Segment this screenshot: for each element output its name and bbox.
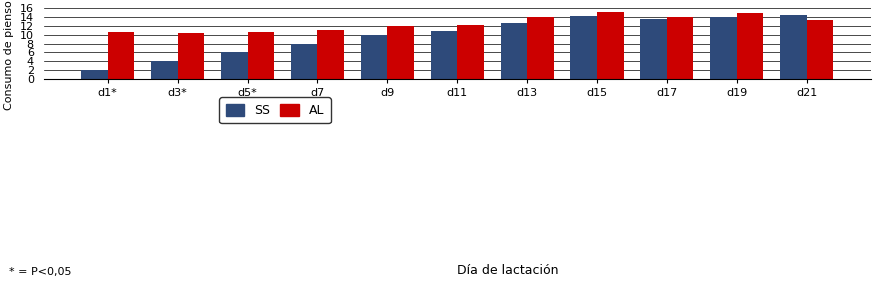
Bar — [178, 33, 204, 79]
Bar — [388, 26, 414, 79]
Bar — [290, 44, 318, 79]
Bar — [710, 17, 737, 79]
Bar — [151, 61, 178, 79]
Bar — [737, 13, 763, 79]
Bar — [221, 52, 248, 79]
Bar — [807, 20, 833, 79]
Bar — [640, 19, 667, 79]
Text: * = P<0,05: * = P<0,05 — [9, 267, 71, 277]
Text: Día de lactación: Día de lactación — [457, 264, 558, 277]
Bar — [780, 15, 807, 79]
Bar — [360, 35, 388, 79]
Bar — [81, 70, 108, 79]
Bar — [248, 32, 274, 79]
Bar — [500, 23, 527, 79]
Legend: SS, AL: SS, AL — [220, 97, 331, 123]
Bar — [318, 30, 344, 79]
Bar — [570, 16, 597, 79]
Bar — [108, 32, 134, 79]
Bar — [458, 25, 484, 79]
Y-axis label: Consumo de pienso (lb): Consumo de pienso (lb) — [4, 0, 14, 110]
Bar — [597, 12, 624, 79]
Bar — [430, 31, 458, 79]
Bar — [667, 17, 694, 79]
Bar — [527, 17, 554, 79]
